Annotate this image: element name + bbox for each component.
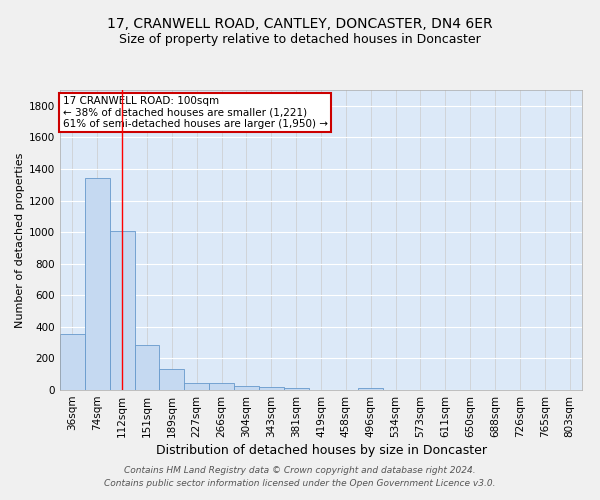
Bar bbox=[234, 386, 259, 390]
Bar bbox=[259, 387, 284, 390]
Bar bbox=[60, 334, 85, 390]
Bar bbox=[209, 384, 234, 390]
Y-axis label: Number of detached properties: Number of detached properties bbox=[15, 152, 25, 328]
Text: Size of property relative to detached houses in Doncaster: Size of property relative to detached ho… bbox=[119, 32, 481, 46]
Bar bbox=[358, 388, 383, 390]
Bar bbox=[134, 345, 160, 390]
Text: 17 CRANWELL ROAD: 100sqm
← 38% of detached houses are smaller (1,221)
61% of sem: 17 CRANWELL ROAD: 100sqm ← 38% of detach… bbox=[62, 96, 328, 129]
Text: Contains HM Land Registry data © Crown copyright and database right 2024.
Contai: Contains HM Land Registry data © Crown c… bbox=[104, 466, 496, 487]
Bar bbox=[284, 388, 308, 390]
Bar bbox=[85, 178, 110, 390]
Bar bbox=[110, 230, 134, 390]
X-axis label: Distribution of detached houses by size in Doncaster: Distribution of detached houses by size … bbox=[155, 444, 487, 457]
Text: 17, CRANWELL ROAD, CANTLEY, DONCASTER, DN4 6ER: 17, CRANWELL ROAD, CANTLEY, DONCASTER, D… bbox=[107, 18, 493, 32]
Bar bbox=[160, 370, 184, 390]
Bar bbox=[184, 384, 209, 390]
